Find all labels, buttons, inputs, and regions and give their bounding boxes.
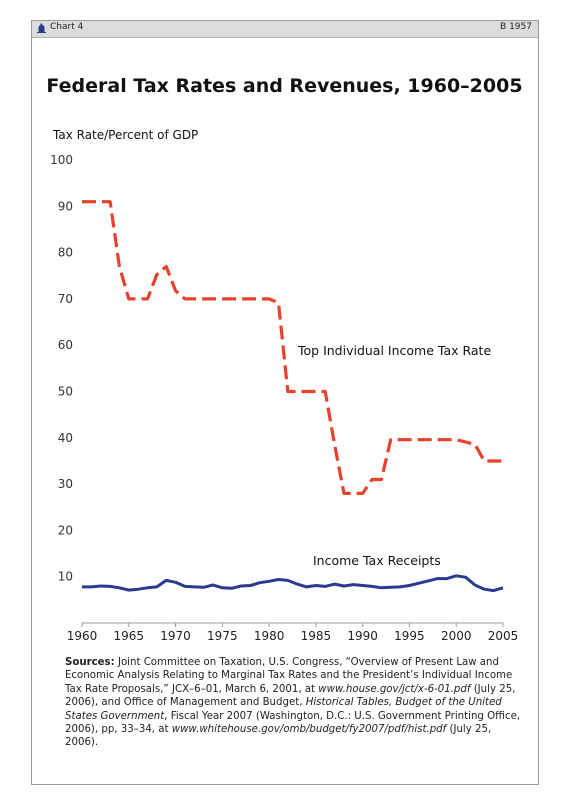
sources-text-1: Joint Committee on Taxation, U.S. Congre… xyxy=(65,657,513,695)
y-tick-label: 50 xyxy=(58,385,73,399)
annotation-receipts: Income Tax Receipts xyxy=(313,553,441,568)
x-tick-label: 1960 xyxy=(67,629,98,643)
y-axis-label: Tax Rate/Percent of GDP xyxy=(53,128,199,142)
sources-url-1: www.house.gov/jct/x-6-01.pdf xyxy=(318,683,471,695)
sources-text-3: , Fiscal Year 2007 (Washington, D.C.: U.… xyxy=(65,710,521,736)
receipts-line xyxy=(82,574,504,593)
heritage-bell-icon xyxy=(37,23,46,33)
y-tick-label: 20 xyxy=(58,523,73,537)
sources-text-4: (July 25, 2006). xyxy=(65,724,492,749)
x-tick-label: 2000 xyxy=(441,629,472,643)
y-tick-label: 40 xyxy=(58,431,73,445)
sources-url-2: www.whitehouse.gov/omb/budget/fy2007/pdf… xyxy=(171,724,447,736)
sources-label: Sources: xyxy=(65,657,115,668)
annotation-tax-rate: Top Individual Income Tax Rate xyxy=(297,343,491,358)
header-bar: Chart 4 B 1957 xyxy=(32,21,538,38)
x-tick-label: 1965 xyxy=(114,629,145,643)
tax-rate-line xyxy=(82,200,503,495)
y-tick-label: 80 xyxy=(58,246,73,260)
y-tick-label: 10 xyxy=(58,570,73,584)
y-tick-label: 70 xyxy=(58,292,73,306)
sources-text-2: (July 25, 2006), and Office of Managemen… xyxy=(65,683,516,709)
x-tick-label: 1985 xyxy=(301,629,332,643)
x-tick-label: 1980 xyxy=(254,629,285,643)
x-tick-label: 1990 xyxy=(347,629,378,643)
x-tick-label: 2005 xyxy=(488,629,519,643)
document-code: B 1957 xyxy=(500,22,532,32)
chart-frame: Chart 4 B 1957 xyxy=(31,20,539,785)
sources-book-title: Historical Tables, Budget of the United … xyxy=(65,697,502,722)
y-tick-label: 90 xyxy=(58,199,73,213)
y-tick-label: 100 xyxy=(50,153,73,167)
chart-number-label: Chart 4 xyxy=(50,22,84,32)
y-tick-label: 60 xyxy=(58,338,73,352)
x-tick-label: 1970 xyxy=(160,629,191,643)
chart-title: Federal Tax Rates and Revenues, 1960–200… xyxy=(46,75,523,97)
y-tick-label: 30 xyxy=(58,477,73,491)
sources-note: Sources: Joint Committee on Taxation, U.… xyxy=(65,656,525,750)
x-tick-label: 1995 xyxy=(394,629,425,643)
x-tick-label: 1975 xyxy=(207,629,238,643)
